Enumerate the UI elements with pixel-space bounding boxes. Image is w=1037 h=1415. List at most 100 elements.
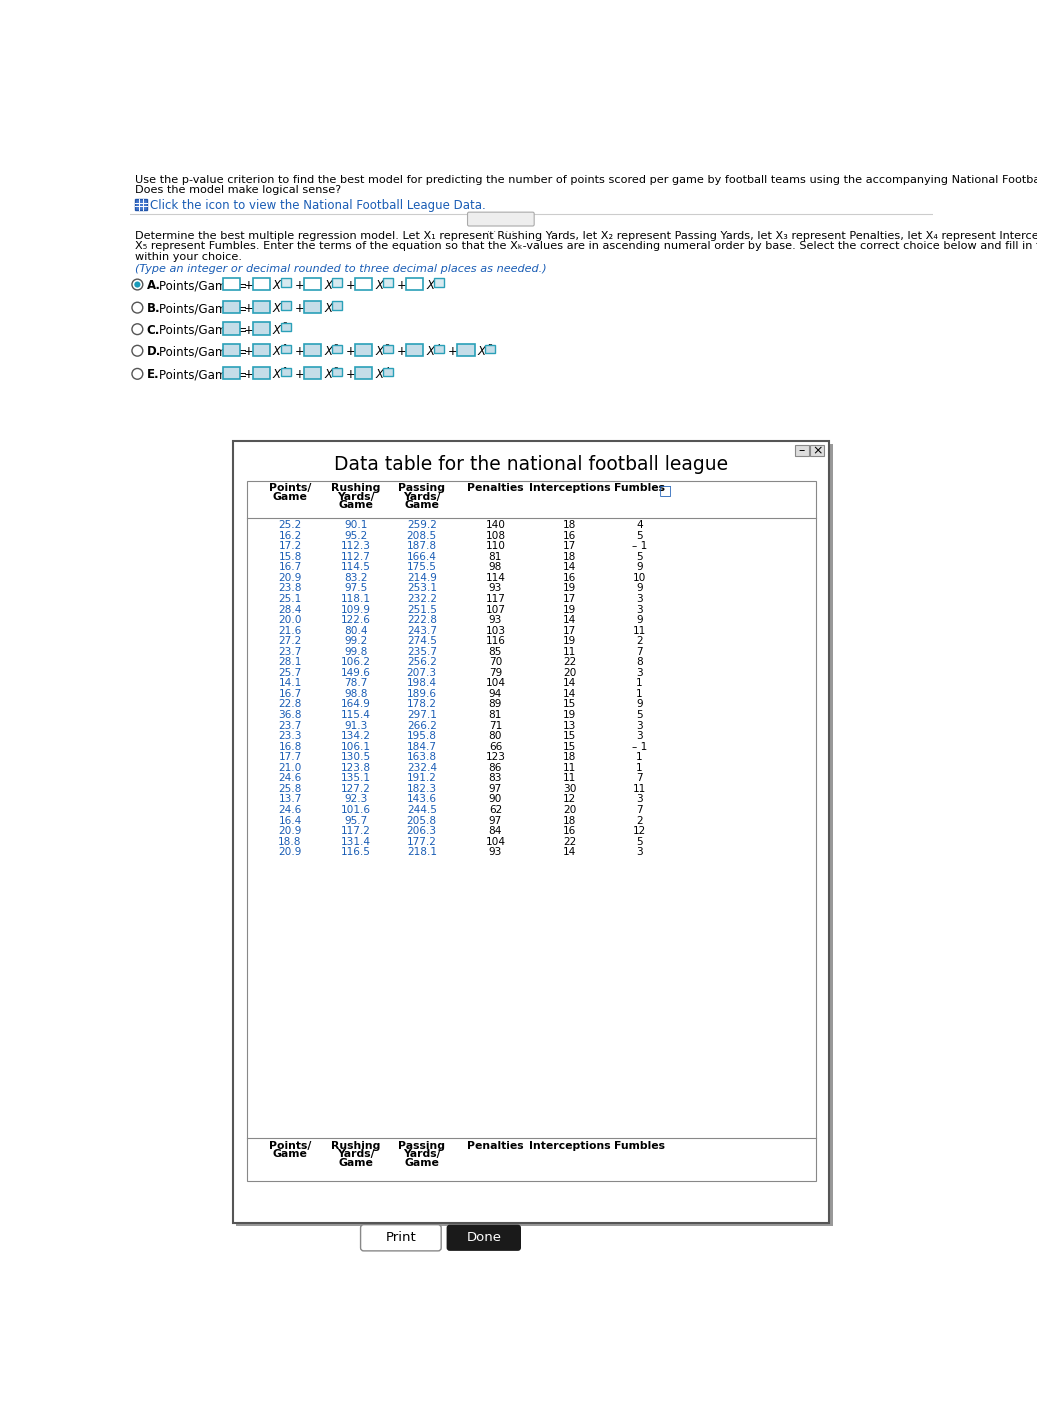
Text: +: + [244, 324, 253, 337]
Text: 84: 84 [488, 826, 502, 836]
Text: 104: 104 [485, 836, 505, 846]
Text: 189.6: 189.6 [407, 689, 437, 699]
Text: 14: 14 [563, 562, 577, 572]
Text: X: X [478, 345, 485, 358]
Text: □: □ [658, 483, 672, 497]
Text: Game: Game [273, 1149, 308, 1159]
Text: 4: 4 [385, 277, 390, 287]
FancyBboxPatch shape [223, 344, 240, 357]
Circle shape [132, 368, 143, 379]
Text: Rushing: Rushing [331, 483, 381, 494]
Text: Points/Game =: Points/Game = [159, 345, 248, 358]
Text: 10: 10 [633, 573, 646, 583]
Text: 8: 8 [637, 658, 643, 668]
Text: 30: 30 [563, 784, 577, 794]
Text: 256.2: 256.2 [407, 658, 437, 668]
Text: 81: 81 [488, 710, 502, 720]
Text: Interceptions: Interceptions [529, 483, 611, 494]
Text: 28.1: 28.1 [278, 658, 302, 668]
Text: 27.2: 27.2 [278, 637, 302, 647]
Text: 2: 2 [637, 637, 643, 647]
Text: 16: 16 [563, 573, 577, 583]
FancyBboxPatch shape [253, 366, 270, 379]
Text: 25.2: 25.2 [278, 521, 302, 531]
Text: Points/Game =: Points/Game = [159, 279, 248, 291]
Text: 24.6: 24.6 [278, 774, 302, 784]
Text: +: + [244, 279, 253, 291]
Text: +: + [295, 368, 305, 382]
Text: 81: 81 [488, 552, 502, 562]
Text: Passing: Passing [398, 483, 445, 494]
Text: 83.2: 83.2 [344, 573, 368, 583]
Text: 16: 16 [563, 531, 577, 541]
Text: 108: 108 [485, 531, 505, 541]
Text: 4: 4 [436, 344, 441, 352]
Text: 214.9: 214.9 [407, 573, 437, 583]
Text: 80: 80 [488, 732, 502, 741]
Circle shape [132, 345, 143, 357]
Text: 16.7: 16.7 [278, 689, 302, 699]
Circle shape [132, 279, 143, 290]
Text: X: X [325, 303, 332, 316]
FancyBboxPatch shape [383, 345, 393, 354]
FancyBboxPatch shape [794, 446, 809, 456]
Text: 79: 79 [488, 668, 502, 678]
Text: 187.8: 187.8 [407, 542, 437, 552]
Text: Points/Game =: Points/Game = [159, 303, 248, 316]
Text: 266.2: 266.2 [407, 720, 437, 730]
FancyBboxPatch shape [281, 279, 290, 287]
Text: 164.9: 164.9 [341, 699, 371, 709]
Text: 14.1: 14.1 [278, 678, 302, 688]
Text: X: X [375, 345, 384, 358]
Text: Yards/: Yards/ [403, 491, 441, 502]
FancyBboxPatch shape [253, 323, 270, 334]
Text: 118.1: 118.1 [341, 594, 371, 604]
Text: 106.2: 106.2 [341, 658, 371, 668]
Text: 62: 62 [488, 805, 502, 815]
Text: 98: 98 [488, 562, 502, 572]
Text: 20: 20 [563, 805, 577, 815]
Text: 15: 15 [563, 732, 577, 741]
FancyBboxPatch shape [332, 345, 342, 354]
Text: X: X [273, 279, 281, 291]
Text: 16.2: 16.2 [278, 531, 302, 541]
FancyBboxPatch shape [281, 301, 290, 310]
Text: 2: 2 [334, 301, 339, 310]
Text: X: X [273, 324, 281, 337]
Text: 253.1: 253.1 [407, 583, 437, 593]
FancyBboxPatch shape [383, 368, 393, 376]
Text: Game: Game [338, 499, 373, 511]
FancyBboxPatch shape [232, 441, 830, 1223]
Text: 94: 94 [488, 689, 502, 699]
Text: 101.6: 101.6 [341, 805, 371, 815]
Text: 7: 7 [637, 774, 643, 784]
Text: 36.8: 36.8 [278, 710, 302, 720]
Text: 16.7: 16.7 [278, 562, 302, 572]
Text: 19: 19 [563, 583, 577, 593]
FancyBboxPatch shape [355, 344, 372, 357]
Text: 244.5: 244.5 [407, 805, 437, 815]
Text: 20.9: 20.9 [278, 826, 302, 836]
Text: 18: 18 [563, 521, 577, 531]
Text: 208.5: 208.5 [407, 531, 437, 541]
Text: X: X [325, 279, 332, 291]
FancyBboxPatch shape [435, 345, 444, 354]
Text: 135.1: 135.1 [341, 774, 371, 784]
Text: 92.3: 92.3 [344, 794, 367, 804]
Text: 18.8: 18.8 [278, 836, 302, 846]
Text: 25.7: 25.7 [278, 668, 302, 678]
Text: 16: 16 [563, 826, 577, 836]
Text: 3: 3 [637, 594, 643, 604]
Text: 22: 22 [563, 836, 577, 846]
Text: 21.0: 21.0 [278, 763, 302, 773]
Text: 14: 14 [563, 848, 577, 857]
Text: Rushing: Rushing [331, 1140, 381, 1150]
FancyBboxPatch shape [253, 301, 270, 313]
Text: 17: 17 [563, 594, 577, 604]
Text: +: + [244, 303, 253, 316]
Text: Click the icon to view the National Football League Data.: Click the icon to view the National Foot… [149, 200, 485, 212]
Text: 115.4: 115.4 [341, 710, 371, 720]
Text: 11: 11 [633, 625, 646, 635]
Text: Points/: Points/ [269, 1140, 311, 1150]
Text: 114.5: 114.5 [341, 562, 371, 572]
